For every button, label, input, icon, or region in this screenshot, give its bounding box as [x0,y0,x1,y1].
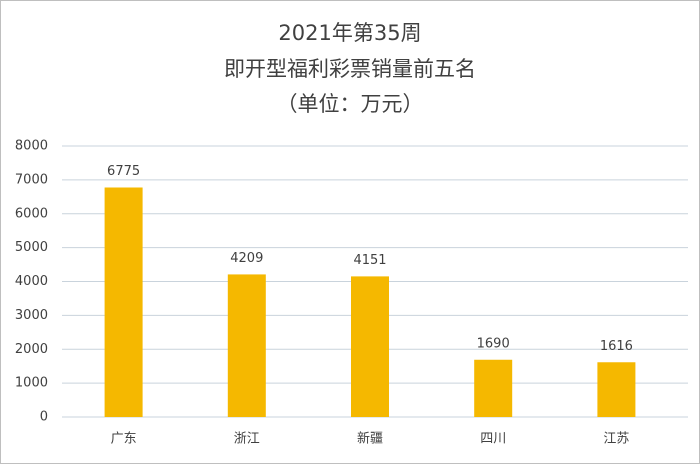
value-label: 1690 [477,336,510,351]
y-tick-label: 4000 [15,274,48,289]
x-tick-label: 新疆 [357,431,383,447]
x-tick-label: 广东 [111,432,137,447]
value-label: 6775 [107,164,140,179]
y-tick-label: 1000 [15,376,48,391]
y-tick-label: 7000 [15,172,48,187]
y-tick-label: 5000 [15,240,48,255]
x-tick-label: 江苏 [603,431,629,447]
x-tick-label: 浙江 [234,432,260,447]
value-label: 4209 [230,251,263,266]
value-label: 4151 [353,253,386,268]
bar [597,362,636,417]
chart-title: 2021年第35周 [278,21,421,45]
y-tick-label: 0 [40,410,48,425]
bar [104,187,143,417]
bar [227,274,266,417]
bar [351,276,389,417]
y-tick-label: 6000 [15,206,48,221]
x-tick-label: 四川 [480,432,506,447]
y-tick-label: 2000 [15,342,48,357]
bar [474,359,513,417]
y-tick-label: 3000 [15,308,48,323]
value-label: 1616 [600,339,633,354]
chart-title: 即开型福利彩票销量前五名 [224,57,476,81]
chart-title: （单位：万元） [277,92,424,116]
y-tick-label: 8000 [15,139,48,154]
